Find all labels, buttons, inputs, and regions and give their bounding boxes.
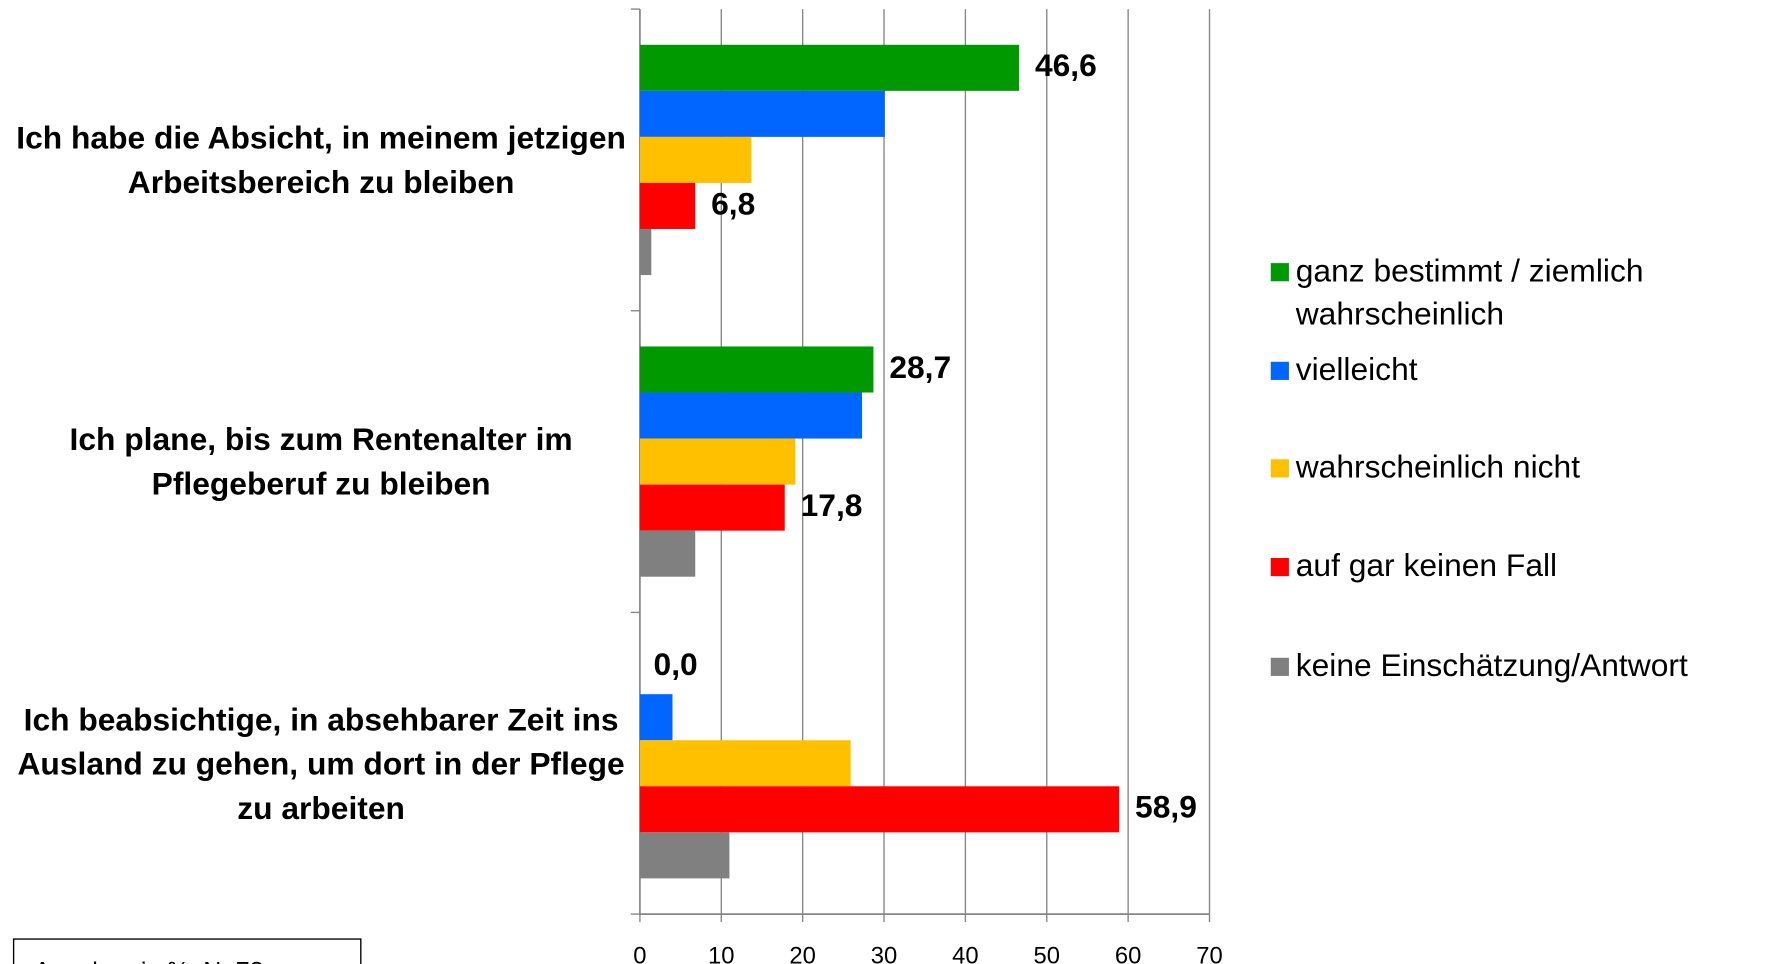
bar [639,484,785,531]
bar [639,786,1120,833]
category-label: Ich habe die Absicht, in meinem jetzigen… [16,120,626,200]
data-label: 17,8 [801,487,863,523]
note-box [12,938,362,964]
legend-label: auf gar keinen Fall [1295,547,1558,583]
data-label: 6,8 [711,185,755,221]
legend-label: wahrscheinlich nicht [1295,449,1581,485]
legend-label-box: auf gar keinen Fall [1295,547,1558,583]
legend-label-box: wahrscheinlich nicht [1295,449,1581,485]
legend-swatch [1270,557,1289,577]
x-tick-label: 50 [1034,942,1061,964]
legend-swatch [1270,459,1289,478]
category-label: Ich beabsichtige, in absehbarer Zeit ins… [17,701,625,826]
bar [639,694,673,741]
bar [639,346,874,393]
note: Angaben in %, N=73 [34,958,264,964]
bar [639,90,885,137]
x-tick-label: 60 [1115,942,1142,964]
legend-label: vielleicht [1295,351,1418,387]
data-label: 28,7 [889,349,951,385]
x-tick-label: 40 [952,942,979,964]
bar [639,228,652,276]
legend-swatch [1270,263,1289,282]
bar [639,438,796,485]
category-label: Ich plane, bis zum Rentenalter im Pflege… [69,421,573,502]
bar [639,182,696,229]
legend-swatch [1270,361,1289,380]
bar [639,740,851,787]
category-label-box: Ich habe die Absicht, in meinem jetzigen… [16,120,626,200]
legend-label-box: ganz bestimmt / ziemlich wahrscheinlich [1295,252,1644,332]
bar [639,392,863,439]
legend-label-box: vielleicht [1295,351,1418,387]
data-label: 46,6 [1035,47,1097,83]
x-tick-label: 70 [1196,942,1223,964]
legend-swatch [1270,657,1289,676]
bar [639,530,696,577]
bar [639,44,1020,91]
x-tick-label: 30 [871,942,898,964]
x-tick-label: 20 [789,942,816,964]
legend-label: keine Einschätzung/Antwort [1295,647,1688,683]
bar [639,136,752,183]
data-label: 0,0 [654,646,698,682]
legend-label: ganz bestimmt / ziemlich wahrscheinlich [1295,252,1644,332]
x-tick-label: 0 [633,942,646,964]
bar [639,832,730,879]
x-tick-label: 10 [708,942,735,964]
category-label-box: Ich beabsichtige, in absehbarer Zeit ins… [17,701,625,826]
category-label-box: Ich plane, bis zum Rentenalter im Pflege… [69,421,573,502]
legend-label-box: keine Einschätzung/Antwort [1295,647,1688,683]
data-label: 58,9 [1135,789,1197,825]
